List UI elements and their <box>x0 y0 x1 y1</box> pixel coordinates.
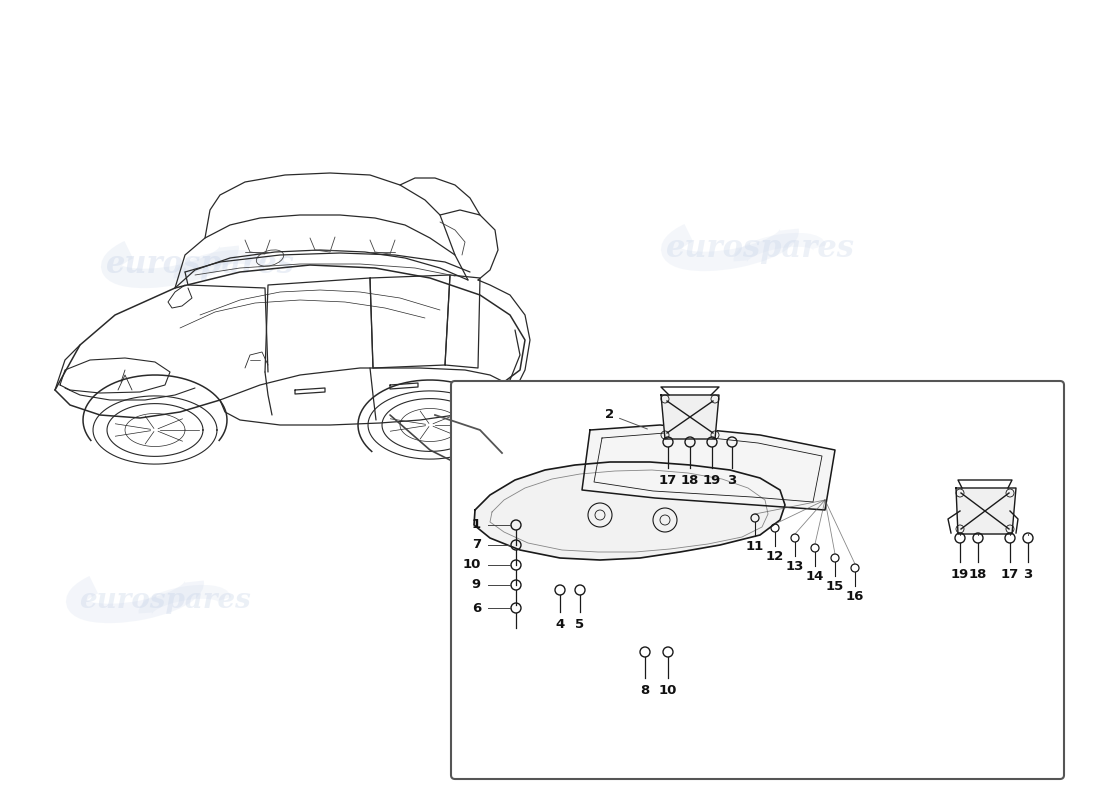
Text: eurospares: eurospares <box>106 250 295 281</box>
Text: 12: 12 <box>766 550 784 562</box>
Polygon shape <box>582 425 835 510</box>
Text: 17: 17 <box>1001 567 1019 581</box>
FancyBboxPatch shape <box>451 381 1064 779</box>
Text: 13: 13 <box>785 559 804 573</box>
Text: 17: 17 <box>659 474 678 486</box>
Text: 4: 4 <box>556 618 564 631</box>
Text: 8: 8 <box>640 683 650 697</box>
Text: 5: 5 <box>575 618 584 631</box>
Text: 19: 19 <box>950 567 969 581</box>
Polygon shape <box>956 488 1016 534</box>
Text: 1: 1 <box>472 518 481 531</box>
Text: 16: 16 <box>846 590 865 602</box>
Text: 19: 19 <box>703 474 722 486</box>
Text: eurospares: eurospares <box>666 233 855 263</box>
Text: 15: 15 <box>826 579 844 593</box>
Text: 3: 3 <box>1023 567 1033 581</box>
Text: 9: 9 <box>472 578 481 591</box>
Text: 11: 11 <box>746 539 764 553</box>
Polygon shape <box>661 395 719 439</box>
Text: 14: 14 <box>806 570 824 582</box>
Text: eurospares: eurospares <box>642 608 798 632</box>
Text: 18: 18 <box>969 567 987 581</box>
Text: 3: 3 <box>727 474 737 486</box>
Text: 10: 10 <box>659 683 678 697</box>
Text: 2: 2 <box>605 408 648 429</box>
Text: 18: 18 <box>681 474 700 486</box>
Polygon shape <box>474 462 785 560</box>
Text: 10: 10 <box>463 558 481 571</box>
Text: 7: 7 <box>472 538 481 551</box>
Text: eurospares: eurospares <box>79 586 251 614</box>
Text: 6: 6 <box>472 602 481 614</box>
